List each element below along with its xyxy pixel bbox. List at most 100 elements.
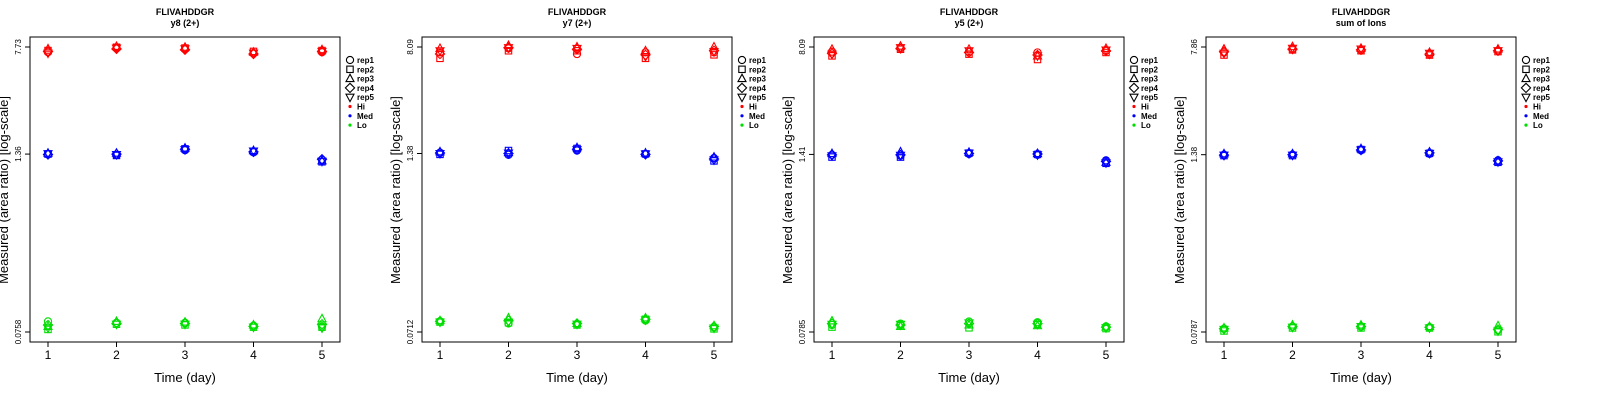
legend-label: rep2 [357,65,374,74]
x-tick-label: 1 [437,348,444,362]
legend-label: rep2 [749,65,766,74]
point-med-rep3 [1424,146,1435,156]
legend-label: Hi [357,103,365,112]
x-tick-label: 5 [1103,348,1110,362]
legend-label: rep2 [1533,65,1550,74]
legend-marker-rep5 [737,93,747,103]
point-med-rep5 [1493,158,1503,168]
point-hi-rep5 [248,49,259,59]
point-lo-rep3 [1424,320,1435,331]
x-tick-label: 2 [505,348,512,362]
point-lo-rep3 [317,313,327,323]
legend-marker-rep3 [1129,73,1139,83]
chart-subtitle: y8 (2+) [171,18,200,28]
x-axis-label: Time (day) [154,370,216,385]
legend-dot-lo [740,123,744,127]
legend-label: rep4 [1533,84,1550,93]
chart-title: FLIVAHDDGR [156,7,215,17]
legend-dot-lo [348,123,352,127]
plot-frame [1205,36,1517,343]
x-tick-label: 1 [1221,348,1228,362]
point-lo-rep5 [1101,324,1111,334]
x-tick-label: 4 [1426,348,1433,362]
legend-label: rep5 [1533,93,1550,102]
legend-dot-med [740,114,744,118]
legend-label: rep5 [1141,93,1158,102]
legend-dot-hi [740,104,744,109]
point-med-rep5 [572,146,582,156]
x-axis-label: Time (day) [546,370,608,385]
x-tick-label: 3 [182,348,189,362]
legend-label: rep4 [1141,84,1158,93]
legend-dot-lo [1132,123,1136,127]
y-tick-label: 1.41 [798,146,807,162]
chart-title: FLIVAHDDGR [940,7,999,17]
plot-frame [813,36,1125,343]
point-lo-rep3 [1101,321,1111,331]
y-tick-label: 7.73 [14,39,23,55]
legend-dot-med [348,114,352,118]
legend-label: rep3 [1533,75,1550,84]
point-lo-rep5 [572,320,582,330]
legend-dot-med [1524,114,1528,118]
point-lo-rep5 [1032,320,1043,330]
legend-marker-rep4 [1520,82,1532,94]
point-hi-rep5 [435,47,445,57]
y-tick-label: 1.38 [406,145,415,161]
point-hi-rep5 [1424,49,1435,59]
legend-marker-rep1 [1521,55,1531,65]
legend-label: Med [1533,112,1549,121]
legend-marker-rep3 [345,73,355,83]
legend-marker-rep4 [1128,82,1140,94]
y-tick-label: 7.86 [1190,39,1199,55]
legend-label: Med [749,112,765,121]
legend-dot-hi [1132,104,1136,109]
point-lo-rep3 [503,312,514,322]
point-med-rep5 [1032,151,1043,161]
point-lo-rep5 [895,320,906,330]
legend-label: rep5 [749,93,766,102]
x-tick-label: 2 [113,348,120,362]
point-med-rep3 [1493,155,1503,165]
point-hi-rep5 [895,44,906,54]
legend-dot-hi [1524,104,1528,109]
y-tick-label: 0.0758 [14,319,23,344]
legend-label: Med [1141,112,1157,121]
point-hi-rep5 [503,44,514,54]
point-hi-rep5 [1219,49,1229,59]
point-lo-rep5 [1219,325,1229,336]
point-med-rep5 [1356,146,1366,156]
point-hi-rep5 [572,44,582,54]
legend-marker-rep2 [1522,65,1530,74]
legend-label: rep4 [357,84,374,93]
x-axis-label: Time (day) [1330,370,1392,385]
point-med-rep5 [317,157,327,167]
legend-label: rep2 [1141,65,1158,74]
y-tick-label: 1.38 [1190,146,1199,162]
point-lo-rep5 [248,323,259,333]
legend-label: rep3 [749,75,766,84]
point-hi-rep4 [963,47,975,58]
legend-dot-lo [1524,123,1528,127]
point-med-rep5 [709,156,719,166]
x-tick-label: 2 [897,348,904,362]
y-tick-label: 0.0712 [406,319,415,344]
point-med-rep5 [248,147,259,157]
point-lo-rep5 [435,318,445,328]
x-tick-label: 4 [642,348,649,362]
x-tick-label: 3 [574,348,581,362]
point-hi-rep3 [709,41,719,51]
point-hi-rep5 [1032,52,1043,62]
point-med-rep5 [640,150,651,160]
point-med-rep3 [111,147,122,157]
legend-marker-rep1 [345,55,355,65]
legend-label: Hi [749,103,757,112]
legend-label: Lo [1141,121,1151,130]
chart-subtitle: y7 (2+) [563,18,592,28]
point-med-rep5 [503,149,514,159]
x-tick-label: 5 [1495,348,1502,362]
